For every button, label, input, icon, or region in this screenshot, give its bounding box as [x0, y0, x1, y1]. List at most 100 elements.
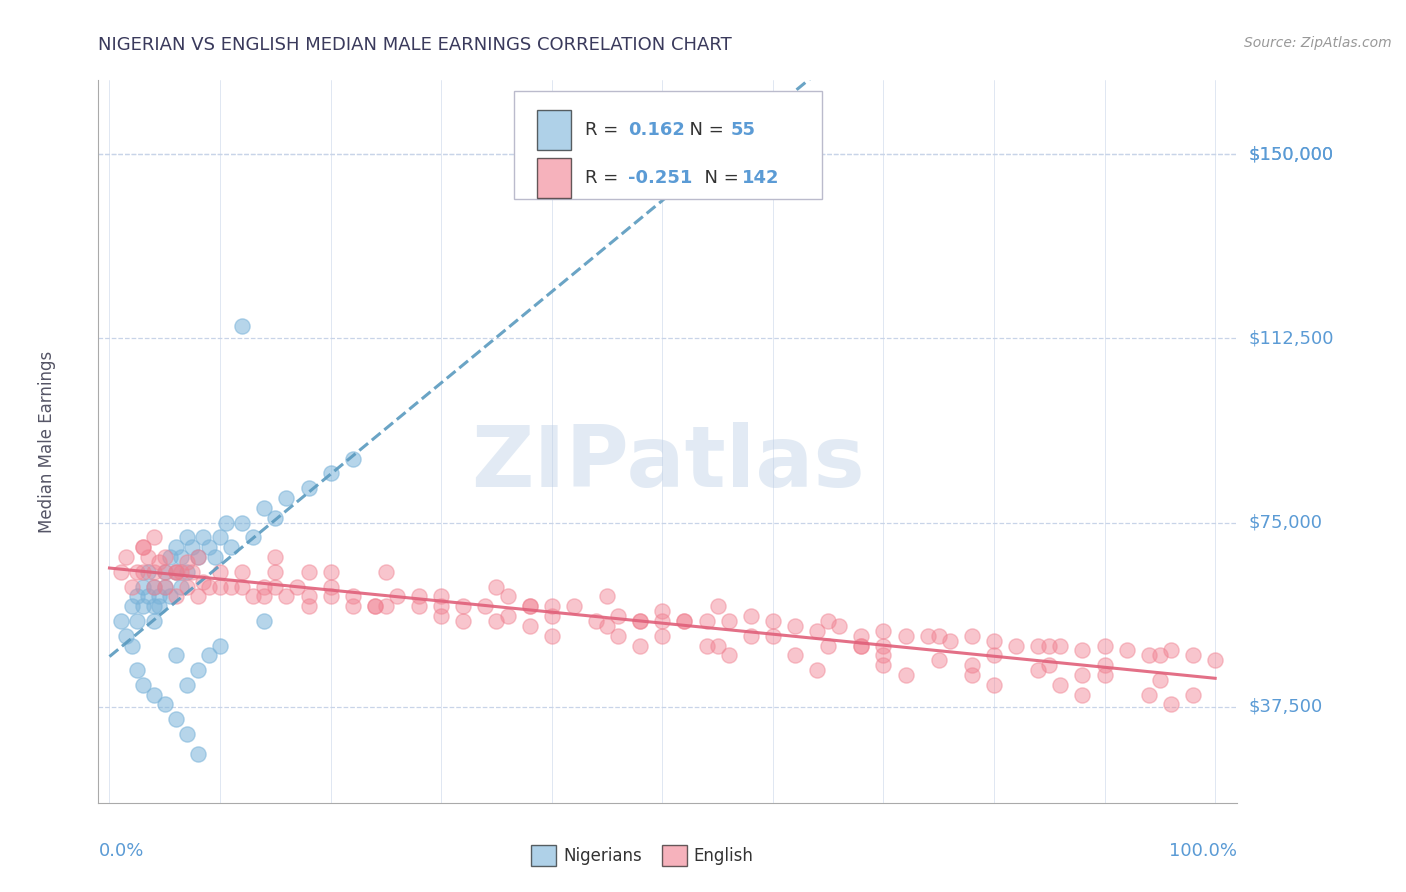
Point [110, 565, 132, 579]
Point [851, 639, 873, 653]
Point [187, 549, 209, 564]
Point [297, 481, 319, 495]
Point [485, 580, 508, 594]
Point [1149, 673, 1171, 687]
Point [1049, 639, 1071, 653]
Point [276, 590, 298, 604]
Point [142, 530, 165, 544]
Point [1149, 648, 1171, 663]
Point [628, 614, 651, 628]
Point [198, 540, 221, 554]
Point [170, 549, 193, 564]
Point [276, 491, 298, 505]
Point [430, 599, 453, 614]
Text: 0.0%: 0.0% [98, 842, 143, 860]
Point [214, 516, 236, 530]
Point [1204, 653, 1226, 667]
Point [209, 565, 232, 579]
Text: Median Male Earnings: Median Male Earnings [38, 351, 56, 533]
Point [264, 580, 287, 594]
Point [176, 555, 198, 569]
Point [1094, 639, 1116, 653]
Point [159, 549, 181, 564]
Point [253, 590, 276, 604]
Point [673, 614, 696, 628]
Point [1115, 643, 1137, 657]
Point [519, 599, 541, 614]
Point [297, 599, 319, 614]
Text: $112,500: $112,500 [1249, 329, 1334, 347]
Point [540, 599, 562, 614]
Point [121, 599, 143, 614]
Point [198, 648, 221, 663]
Point [165, 565, 187, 579]
Point [142, 580, 165, 594]
Point [385, 590, 408, 604]
Point [917, 629, 939, 643]
Point [319, 590, 342, 604]
Point [242, 530, 264, 544]
Point [1038, 639, 1060, 653]
Point [181, 540, 204, 554]
Point [762, 629, 785, 643]
Point [1137, 648, 1160, 663]
Point [928, 653, 950, 667]
Point [176, 580, 198, 594]
Text: $150,000: $150,000 [1249, 145, 1333, 163]
Point [121, 639, 143, 653]
Point [364, 599, 387, 614]
Point [115, 629, 138, 643]
Text: $150,000: $150,000 [1249, 145, 1333, 163]
Point [142, 614, 165, 628]
Point [585, 614, 607, 628]
Text: Nigerians: Nigerians [562, 847, 641, 864]
Point [740, 629, 762, 643]
Point [408, 599, 430, 614]
Point [187, 549, 209, 564]
Point [209, 639, 232, 653]
Point [148, 590, 170, 604]
Point [1049, 678, 1071, 692]
Point [983, 648, 1005, 663]
FancyBboxPatch shape [531, 846, 557, 865]
Text: 100.0%: 100.0% [1170, 842, 1237, 860]
Point [1026, 663, 1049, 677]
Point [142, 599, 165, 614]
Point [1038, 658, 1060, 673]
Point [159, 590, 181, 604]
Point [408, 590, 430, 604]
Point [673, 614, 696, 628]
Point [176, 530, 198, 544]
Point [628, 614, 651, 628]
Point [1071, 668, 1094, 682]
Point [131, 540, 153, 554]
Point [342, 599, 364, 614]
Point [264, 549, 287, 564]
Point [1026, 639, 1049, 653]
Point [204, 549, 226, 564]
Point [170, 580, 193, 594]
Text: 142: 142 [742, 169, 779, 186]
Point [540, 609, 562, 624]
Point [170, 565, 193, 579]
Point [287, 580, 309, 594]
Point [198, 580, 221, 594]
Point [142, 688, 165, 702]
Point [231, 516, 253, 530]
Point [153, 698, 176, 712]
Point [1182, 688, 1205, 702]
Point [894, 668, 917, 682]
Point [872, 624, 894, 638]
Point [319, 565, 342, 579]
Point [828, 619, 851, 633]
Point [696, 614, 718, 628]
Point [872, 648, 894, 663]
Point [231, 319, 253, 334]
Text: NIGERIAN VS ENGLISH MEDIAN MALE EARNINGS CORRELATION CHART: NIGERIAN VS ENGLISH MEDIAN MALE EARNINGS… [98, 36, 733, 54]
Point [939, 633, 962, 648]
Point [817, 614, 839, 628]
Point [540, 629, 562, 643]
Point [127, 565, 149, 579]
Point [717, 648, 740, 663]
Point [148, 599, 170, 614]
